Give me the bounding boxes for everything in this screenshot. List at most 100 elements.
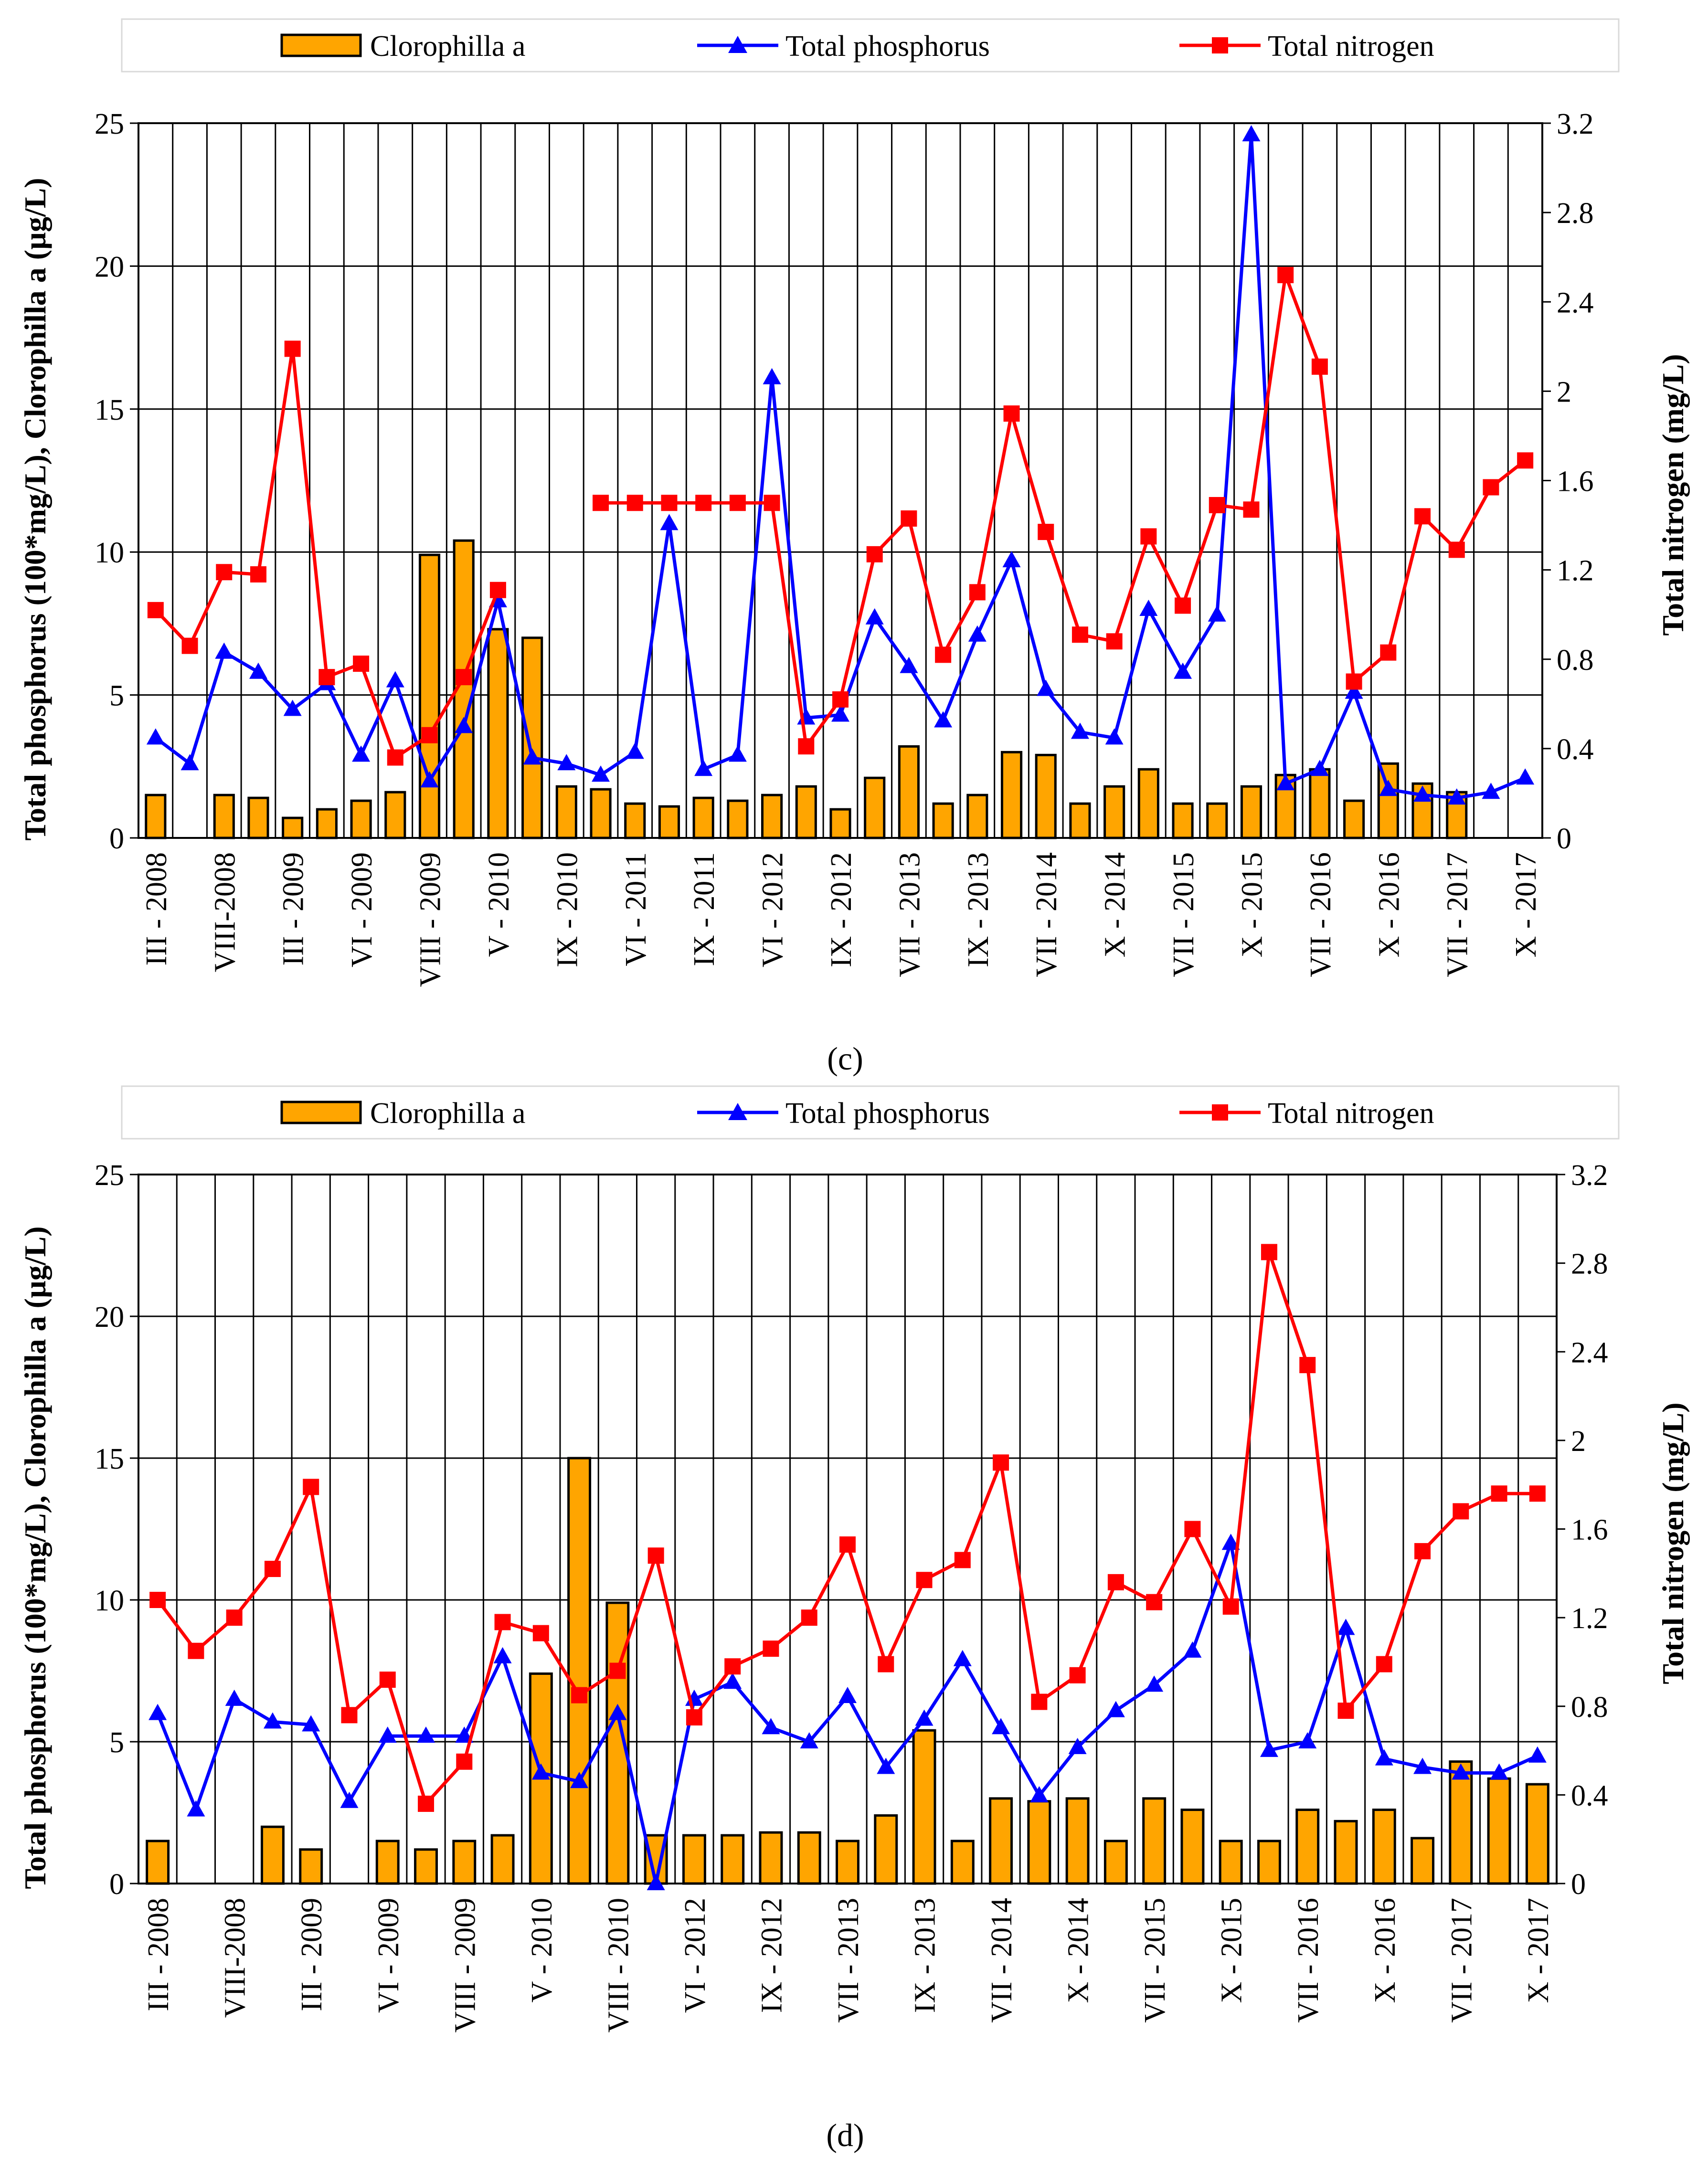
square-point	[954, 1552, 971, 1568]
bar	[1065, 1797, 1090, 1885]
triangle-point	[723, 1672, 742, 1689]
triangle-point	[592, 765, 610, 782]
bar	[316, 808, 338, 839]
x-tick-label: X - 2017	[1510, 852, 1542, 957]
legend-label: Total phosphorus	[785, 30, 990, 63]
x-tick-label: VII - 2017	[1445, 1898, 1478, 2023]
square-point	[763, 1641, 779, 1657]
triangle-point	[386, 671, 404, 688]
square-point	[226, 1609, 243, 1626]
triangle-point	[557, 754, 576, 771]
square-point	[387, 749, 403, 766]
triangle-point	[1208, 605, 1226, 622]
triangle-point	[1413, 1757, 1432, 1774]
legend-triangle-marker	[728, 1103, 747, 1120]
triangle-point	[1105, 728, 1124, 745]
x-tick-label: X - 2014	[1062, 1898, 1095, 2003]
bar	[1372, 1809, 1396, 1885]
triangle-point	[608, 1704, 627, 1720]
bar	[829, 808, 851, 839]
y-left-tick-label: 0	[109, 823, 124, 855]
square-point	[1175, 597, 1191, 614]
square-point	[647, 1547, 664, 1564]
bars-clorophilla	[145, 539, 1468, 839]
square-point	[1107, 1574, 1124, 1590]
square-point	[969, 584, 986, 601]
x-tick-label: IX - 2012	[825, 852, 858, 967]
triangle-point	[1037, 679, 1055, 696]
bar	[966, 794, 988, 839]
bar	[145, 794, 167, 839]
x-tick-label: III - 2009	[277, 852, 310, 966]
y-right-tick-label: 1.6	[1557, 466, 1594, 498]
triangle-point	[763, 368, 781, 384]
triangle-point	[992, 1718, 1010, 1735]
bar	[797, 1831, 821, 1885]
bar	[1525, 1783, 1549, 1885]
triangle-point	[831, 705, 849, 722]
x-tick-label: VII - 2015	[1167, 852, 1200, 977]
square-point	[1414, 508, 1431, 525]
bar	[864, 776, 886, 839]
triangle-point	[1310, 760, 1329, 776]
x-tick-label: III - 2008	[140, 852, 173, 966]
square-point	[798, 738, 815, 755]
square-point	[456, 669, 472, 686]
y-left-tick-label: 0	[109, 1868, 124, 1901]
bars-clorophilla	[146, 1457, 1549, 1885]
bar	[555, 785, 577, 839]
triangle-point	[1068, 1737, 1087, 1754]
grid	[130, 1174, 1565, 1884]
triangle-point	[455, 1726, 474, 1743]
x-tick-label: X - 2016	[1373, 852, 1405, 957]
square-point	[1106, 633, 1123, 650]
y-right-tick-label: 1.2	[1571, 1602, 1608, 1635]
square-point	[1483, 479, 1499, 496]
y-right-tick-label: 2	[1571, 1425, 1586, 1458]
triangle-point	[1490, 1763, 1508, 1780]
x-tick-label: VIII - 2009	[414, 852, 447, 987]
triangle-point	[1298, 1732, 1317, 1748]
square-point	[353, 656, 370, 672]
triangle-point	[249, 662, 267, 679]
square-point	[935, 646, 952, 663]
triangle-point	[1482, 783, 1500, 799]
triangle-point	[1145, 1675, 1164, 1692]
triangle-point	[302, 1715, 320, 1732]
bar	[1449, 1760, 1473, 1885]
bar	[567, 1457, 592, 1885]
y-right-tick-label: 2.4	[1557, 286, 1594, 319]
bar	[1206, 802, 1228, 839]
square-point	[418, 1795, 435, 1812]
bar	[452, 1840, 477, 1885]
bar	[932, 802, 954, 839]
x-tick-label: VII - 2017	[1442, 852, 1474, 977]
y-left-tick-label: 25	[95, 1159, 124, 1192]
legend-label: Total nitrogen	[1268, 30, 1434, 63]
triangle-point	[149, 1704, 167, 1720]
x-tick-label: VI - 2009	[346, 852, 378, 967]
square-point	[661, 495, 678, 511]
y-left-tick-label: 15	[95, 1443, 124, 1475]
square-point	[250, 566, 266, 582]
legend: Clorophilla a Total phosphorus Total nitro…	[121, 1085, 1620, 1140]
bar	[898, 745, 920, 839]
legend-box	[121, 1085, 1620, 1140]
triangle-point	[1337, 1619, 1355, 1635]
triangle-point	[531, 1763, 550, 1780]
triangle-point	[570, 1772, 589, 1789]
legend-label: Total phosphorus	[785, 1097, 990, 1130]
bar	[487, 628, 509, 839]
square-point	[532, 1625, 549, 1641]
y-right-tick-label: 2.4	[1571, 1336, 1608, 1369]
x-tick-label: VIII-2008	[219, 1898, 252, 2018]
bar	[721, 1834, 745, 1885]
square-point	[149, 1592, 166, 1608]
x-tick-label: VIII-2008	[209, 852, 241, 972]
x-tick-label: V - 2010	[483, 852, 515, 957]
square-point	[1261, 1244, 1277, 1260]
bar	[1172, 802, 1194, 839]
x-tick-label: IX - 2011	[688, 852, 721, 966]
plot-frame	[138, 1174, 1558, 1884]
triangle-point	[1345, 682, 1363, 699]
